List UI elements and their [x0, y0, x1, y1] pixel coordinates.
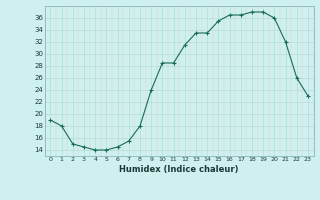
X-axis label: Humidex (Indice chaleur): Humidex (Indice chaleur) [119, 165, 239, 174]
